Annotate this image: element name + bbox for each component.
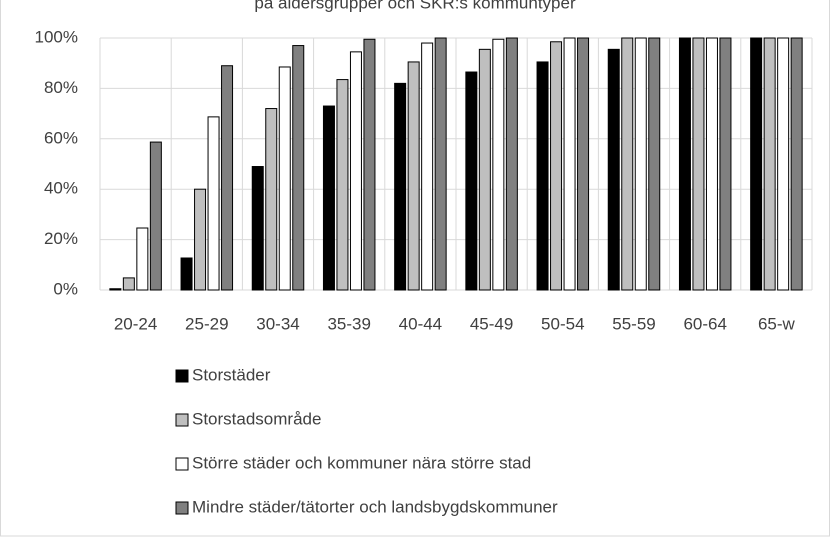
legend-swatch: [175, 369, 189, 383]
y-tick-label: 40%: [44, 179, 78, 198]
x-tick-label: 50-54: [541, 314, 584, 333]
x-tick-label: 35-39: [327, 314, 370, 333]
bar: [322, 105, 335, 291]
bar: [648, 37, 661, 291]
bar: [621, 37, 634, 291]
bar: [207, 116, 220, 291]
bar: [750, 37, 763, 291]
bar: [363, 38, 376, 291]
bar: [136, 227, 149, 291]
bar: [719, 37, 732, 291]
bar: [180, 257, 193, 291]
x-tick-label: 30-34: [256, 314, 299, 333]
bar: [577, 37, 590, 291]
x-tick-label: 20-24: [114, 314, 157, 333]
bar: [109, 288, 122, 291]
x-tick-label: 25-29: [185, 314, 228, 333]
legend-label: Storstäder: [192, 365, 271, 384]
bar: [607, 48, 620, 291]
x-tick-label: 45-49: [470, 314, 513, 333]
bar: [478, 48, 491, 291]
bar: [394, 82, 407, 291]
y-tick-label: 100%: [35, 27, 78, 46]
y-tick-label: 80%: [44, 78, 78, 97]
bar: [434, 37, 447, 291]
bar: [505, 37, 518, 291]
bar: [634, 37, 647, 291]
bar: [777, 37, 790, 291]
legend-label: Mindre städer/tätorter och landsbygdskom…: [192, 497, 558, 516]
bar: [790, 37, 803, 291]
bar: [705, 37, 718, 291]
y-tick-label: 0%: [53, 279, 78, 298]
bar: [678, 37, 691, 291]
x-tick-label: 40-44: [399, 314, 442, 333]
legend-label: Större städer och kommuner nära större s…: [192, 453, 531, 472]
legend-swatch: [175, 413, 189, 427]
bar: [763, 37, 776, 291]
bar: [563, 37, 576, 291]
x-tick-label: 65-w: [758, 314, 796, 333]
bar: [692, 37, 705, 291]
bar: [492, 38, 505, 291]
bar: [122, 277, 135, 291]
bar: [349, 51, 362, 291]
bar: [536, 61, 549, 291]
legend-swatch: [175, 457, 189, 471]
bar: [221, 65, 234, 291]
bar: [278, 66, 291, 291]
bar: [421, 42, 434, 291]
chart-title: på åldersgrupper och SKR:s kommuntyper: [254, 0, 576, 12]
legend-label: Storstadsområde: [192, 409, 321, 428]
legend-swatch: [175, 501, 189, 515]
y-tick-label: 60%: [44, 128, 78, 147]
bar: [251, 166, 264, 291]
bar: [407, 61, 420, 291]
bar: [336, 79, 349, 291]
bar: [465, 71, 478, 291]
bar: [194, 188, 207, 291]
y-tick-label: 20%: [44, 229, 78, 248]
bar: [550, 41, 563, 291]
x-tick-label: 60-64: [683, 314, 726, 333]
bar: [149, 141, 162, 291]
bar: [292, 45, 305, 291]
bar: [265, 108, 278, 291]
x-tick-label: 55-59: [612, 314, 655, 333]
